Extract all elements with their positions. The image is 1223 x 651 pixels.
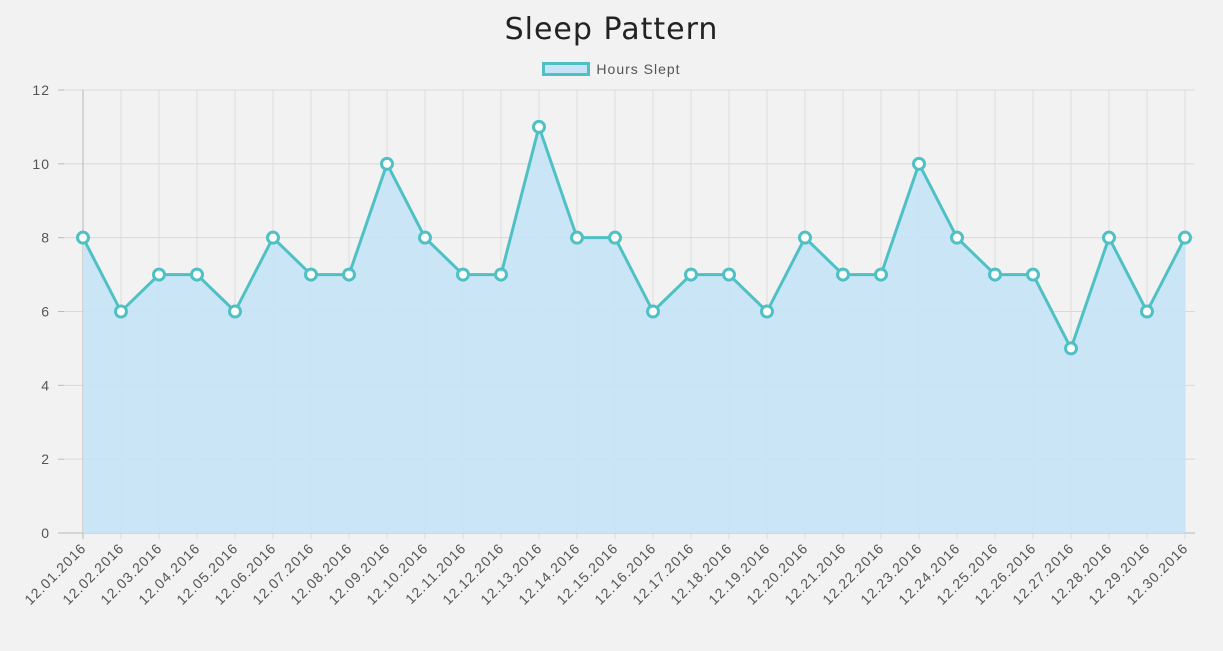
legend-label-hours-slept: Hours Slept <box>596 61 681 77</box>
data-point <box>190 267 204 282</box>
data-point <box>1140 304 1154 319</box>
data-point <box>760 304 774 319</box>
data-point <box>912 156 926 171</box>
data-point <box>418 230 432 245</box>
data-point <box>874 267 888 282</box>
data-point <box>950 230 964 245</box>
data-point <box>570 230 584 245</box>
data-point <box>1178 230 1192 245</box>
data-point <box>1026 267 1040 282</box>
data-point <box>114 304 128 319</box>
data-point <box>722 267 736 282</box>
data-point <box>266 230 280 245</box>
data-point <box>456 267 470 282</box>
data-point <box>608 230 622 245</box>
legend-swatch-hours-slept <box>542 62 591 76</box>
data-point <box>836 267 850 282</box>
data-point <box>380 156 394 171</box>
data-point <box>76 230 90 245</box>
y-tick-label: 8 <box>41 230 50 246</box>
y-tick-label: 6 <box>41 304 50 320</box>
y-tick-label: 12 <box>32 82 50 98</box>
data-point <box>1102 230 1116 245</box>
data-point <box>304 267 318 282</box>
y-tick-label: 0 <box>41 525 50 541</box>
data-point <box>152 267 166 282</box>
data-point <box>532 119 546 134</box>
data-point <box>342 267 356 282</box>
y-tick-label: 2 <box>41 451 50 467</box>
data-point <box>988 267 1002 282</box>
data-point <box>684 267 698 282</box>
data-point <box>798 230 812 245</box>
y-tick-label: 10 <box>32 156 50 172</box>
y-tick-label: 4 <box>41 377 50 393</box>
data-point <box>646 304 660 319</box>
chart-title: Sleep Pattern <box>504 12 719 47</box>
data-point <box>1064 341 1078 356</box>
series-area-hours-slept <box>83 126 1185 534</box>
data-point <box>494 267 508 282</box>
legend[interactable]: Hours Slept <box>0 61 1223 77</box>
data-point <box>228 304 242 319</box>
